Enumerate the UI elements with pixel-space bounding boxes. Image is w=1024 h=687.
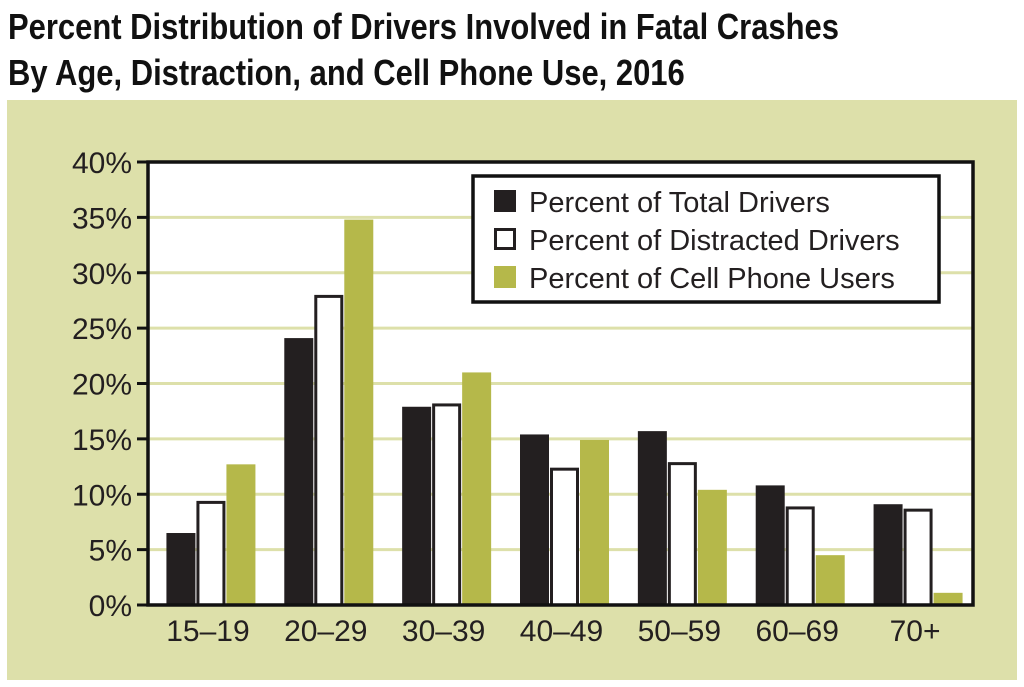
legend-swatch-distracted-drivers (494, 228, 516, 250)
bar-cell-phone-users (580, 439, 609, 605)
title-block: Percent Distribution of Drivers Involved… (8, 4, 1008, 96)
y-tick-label: 25% (72, 313, 132, 346)
bar-total-drivers (166, 533, 196, 605)
y-tick-label: 15% (72, 424, 132, 457)
y-tick-label: 5% (89, 535, 132, 568)
legend-swatch-total-drivers (494, 190, 516, 212)
bar-cell-phone-users (697, 489, 727, 605)
bar-distracted-drivers (667, 462, 697, 607)
bar-total-drivers (873, 504, 903, 605)
y-tick-label: 10% (72, 479, 132, 512)
bar-cell-phone-users (344, 219, 374, 605)
bar-total-drivers (637, 431, 667, 605)
bar-distracted-drivers (314, 294, 344, 607)
legend-label-cell-phone-users: Percent of Cell Phone Users (529, 263, 895, 295)
bar-distracted-drivers (432, 403, 462, 607)
bar-total-drivers (284, 338, 314, 605)
legend (471, 174, 941, 304)
bar-total-drivers (755, 485, 785, 605)
x-tick-label: 30–39 (402, 615, 485, 648)
bar-distracted-drivers (785, 506, 815, 607)
y-tick-label: 0% (89, 590, 132, 623)
bar-distracted-drivers (903, 508, 933, 607)
chart-panel: 0% 5% 10% 15% 20% 25% 30% 35% 40% 15–19 20–29 30–39… (7, 100, 1017, 680)
y-tick-label: 40% (72, 147, 132, 180)
x-tick-label: 50–59 (638, 615, 721, 648)
plot-frame (146, 160, 975, 607)
x-tick-label: 15–19 (166, 615, 249, 648)
chart-title-line-2: By Age, Distraction, and Cell Phone Use,… (8, 52, 685, 93)
legend-swatch-cell-phone-users (494, 266, 516, 288)
bar-cell-phone-users (226, 464, 256, 605)
y-tick-label: 20% (72, 369, 132, 402)
y-tick-label: 30% (72, 258, 132, 291)
legend-label-total-drivers: Percent of Total Drivers (529, 187, 830, 219)
bar-cell-phone-users (462, 372, 492, 605)
x-tick-label: 70+ (890, 615, 941, 648)
y-tick-label: 35% (72, 202, 132, 235)
bar-cell-phone-users (815, 555, 845, 605)
x-tick-label: 20–29 (284, 615, 367, 648)
x-tick-label: 60–69 (755, 615, 838, 648)
bar-cell-phone-users (933, 592, 963, 605)
legend-label-distracted-drivers: Percent of Distracted Drivers (529, 225, 900, 257)
bar-distracted-drivers (196, 500, 226, 607)
x-tick-label: 40–49 (520, 615, 603, 648)
bar-total-drivers (520, 434, 549, 605)
bar-distracted-drivers (550, 467, 579, 607)
bar-total-drivers (402, 406, 432, 605)
bar-chart: 0% 5% 10% 15% 20% 25% 30% 35% 40% 15–19 20–29 30–39… (7, 100, 1017, 680)
chart-title-line-1: Percent Distribution of Drivers Involved… (8, 6, 839, 47)
